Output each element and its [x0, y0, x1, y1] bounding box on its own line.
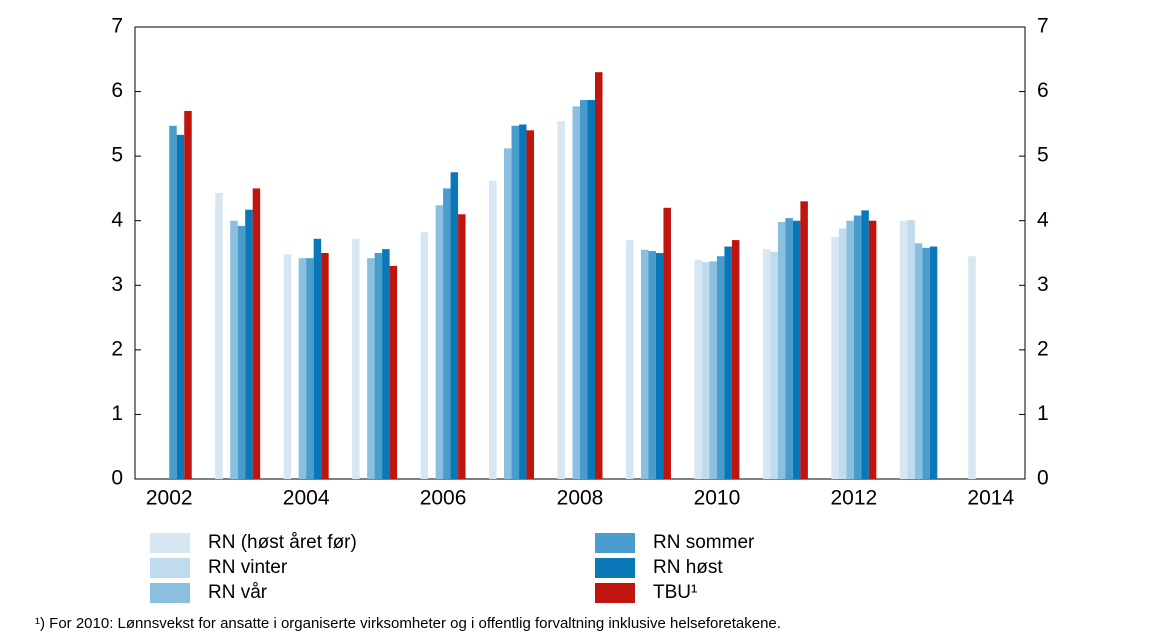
- legend-label: TBU¹: [653, 582, 697, 603]
- bar: [709, 261, 717, 479]
- bar: [968, 256, 976, 479]
- bar: [800, 201, 808, 480]
- bar: [557, 121, 565, 479]
- y-tick-label: 4: [111, 208, 123, 231]
- bar: [420, 232, 429, 479]
- bar: [519, 124, 527, 479]
- bar: [846, 220, 854, 479]
- bar: [298, 258, 307, 479]
- y-tick-label: 5: [111, 144, 123, 167]
- y2-tick-label: 4: [1037, 208, 1049, 231]
- bar: [458, 214, 466, 479]
- bar: [868, 220, 877, 479]
- bar: [435, 205, 444, 479]
- bar: [306, 258, 314, 479]
- bar: [374, 253, 383, 479]
- bar: [443, 188, 451, 479]
- y2-tick-label: 0: [1037, 467, 1049, 490]
- bar: [663, 207, 671, 480]
- bar: [504, 148, 512, 479]
- bar: [215, 192, 223, 479]
- bar: [648, 251, 656, 479]
- bar: [489, 180, 497, 479]
- legend-swatch: [150, 583, 190, 603]
- x-tick-label: 2010: [694, 487, 741, 510]
- bar: [785, 218, 793, 480]
- bar: [929, 246, 938, 479]
- bar: [352, 238, 360, 479]
- bar: [861, 210, 869, 479]
- bar: [389, 265, 398, 479]
- legend-label: RN sommer: [653, 532, 755, 553]
- bar: [321, 253, 329, 479]
- y2-tick-label: 3: [1037, 273, 1049, 296]
- x-tick-label: 2014: [967, 487, 1014, 510]
- legend-label: RN vår: [208, 582, 268, 603]
- legend-swatch: [595, 583, 635, 603]
- y2-tick-label: 7: [1037, 15, 1049, 38]
- bar: [694, 260, 702, 479]
- bar: [853, 215, 862, 479]
- x-tick-label: 2002: [146, 487, 193, 510]
- bar: [237, 225, 246, 479]
- legend-label: RN (høst året før): [208, 532, 357, 553]
- legend-swatch: [595, 533, 635, 553]
- y2-tick-label: 5: [1037, 144, 1049, 167]
- bar: [625, 240, 634, 479]
- y-tick-label: 7: [111, 15, 123, 38]
- legend-swatch: [595, 558, 635, 578]
- y2-tick-label: 1: [1037, 402, 1049, 425]
- footnote: ¹) For 2010: Lønnsvekst for ansatte i or…: [35, 615, 781, 632]
- bar: [792, 220, 801, 479]
- bar: [777, 222, 786, 479]
- bar: [252, 188, 261, 479]
- x-tick-label: 2004: [283, 487, 330, 510]
- bar: [245, 209, 253, 480]
- bar: [914, 243, 923, 479]
- bar: [367, 258, 375, 479]
- y-tick-label: 2: [111, 337, 123, 360]
- legend-swatch: [150, 558, 190, 578]
- bar: [382, 249, 390, 479]
- bar: [526, 130, 535, 480]
- bar: [283, 254, 292, 479]
- bar: [655, 253, 664, 479]
- legend-swatch: [150, 533, 190, 553]
- x-tick-label: 2006: [420, 487, 467, 510]
- bar: [640, 249, 649, 479]
- bar: [580, 99, 588, 480]
- bar: [831, 236, 839, 479]
- bar: [511, 125, 520, 480]
- bar: [907, 220, 915, 479]
- bar: [450, 172, 459, 480]
- bar: [899, 220, 908, 479]
- bar: [724, 246, 732, 479]
- x-tick-label: 2008: [557, 487, 604, 510]
- bar: [770, 251, 778, 479]
- bar: [701, 262, 710, 479]
- y-tick-label: 3: [111, 273, 123, 296]
- legend-label: RN høst: [653, 557, 723, 578]
- legend-label: RN vinter: [208, 557, 288, 578]
- y-tick-label: 1: [111, 402, 123, 425]
- bar: [176, 134, 185, 479]
- bar: [731, 240, 740, 479]
- y2-tick-label: 2: [1037, 337, 1049, 360]
- y-tick-label: 0: [111, 467, 123, 490]
- y2-tick-label: 6: [1037, 79, 1049, 102]
- bar: [230, 220, 238, 479]
- x-tick-label: 2012: [830, 487, 877, 510]
- bar: [169, 125, 177, 480]
- bar: [595, 72, 603, 479]
- bar: [838, 228, 847, 479]
- bar: [572, 106, 580, 480]
- bar: [313, 238, 322, 479]
- bar: [184, 110, 192, 479]
- bar: [922, 247, 930, 479]
- bar: [716, 256, 725, 479]
- bar: [587, 99, 595, 480]
- y-tick-label: 6: [111, 79, 123, 102]
- bar: [762, 249, 771, 479]
